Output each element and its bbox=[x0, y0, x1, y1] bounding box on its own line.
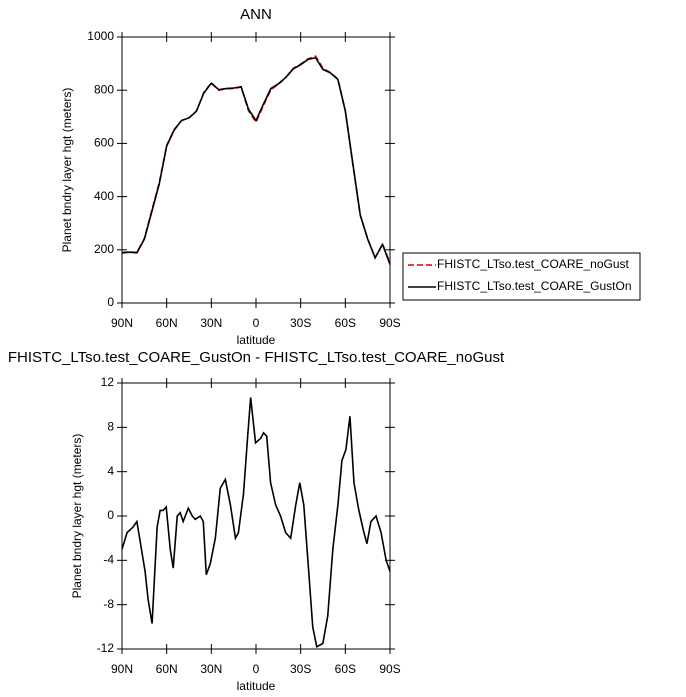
data-line bbox=[121, 55, 391, 264]
x-tick-label: 30S bbox=[290, 662, 311, 676]
x-tick-label: 90S bbox=[379, 662, 400, 676]
x-tick-label: 30N bbox=[200, 662, 222, 676]
x-tick-label: 0 bbox=[253, 662, 260, 676]
x-tick-label: 90S bbox=[379, 316, 400, 330]
plot-frame bbox=[121, 36, 391, 304]
x-tick-label: 30N bbox=[200, 316, 222, 330]
y-tick-label: 800 bbox=[94, 82, 114, 96]
x-tick-label: 30S bbox=[290, 316, 311, 330]
legend-label: FHISTC_LTso.test_COARE_noGust bbox=[437, 257, 630, 271]
y-tick-label: -4 bbox=[103, 553, 114, 567]
y-tick-label: 4 bbox=[107, 464, 114, 478]
y-tick-label: 0 bbox=[107, 295, 114, 309]
legend-label: FHISTC_LTso.test_COARE_GustOn bbox=[437, 279, 632, 293]
y-tick-label: 1000 bbox=[87, 29, 114, 43]
chart-title: ANN bbox=[240, 6, 272, 23]
y-axis-label: Planet bndry layer hgt (meters) bbox=[60, 88, 74, 253]
x-tick-label: 90N bbox=[111, 662, 133, 676]
x-axis-label: latitude bbox=[237, 333, 276, 347]
legend-box bbox=[402, 252, 641, 301]
y-tick-label: 200 bbox=[94, 242, 114, 256]
y-tick-label: 12 bbox=[101, 375, 115, 389]
plot-frame bbox=[121, 382, 391, 650]
data-line bbox=[121, 56, 391, 265]
x-tick-label: 60S bbox=[335, 662, 356, 676]
x-tick-label: 0 bbox=[253, 316, 260, 330]
x-tick-label: 60S bbox=[335, 316, 356, 330]
y-tick-label: -12 bbox=[97, 641, 115, 655]
x-axis-label: latitude bbox=[237, 679, 276, 693]
y-tick-label: 0 bbox=[107, 508, 114, 522]
y-axis-label: Planet bndry layer hgt (meters) bbox=[70, 434, 84, 599]
y-tick-label: -8 bbox=[103, 597, 114, 611]
y-tick-label: 8 bbox=[107, 420, 114, 434]
y-tick-label: 600 bbox=[94, 136, 114, 150]
data-line bbox=[121, 397, 391, 649]
x-tick-label: 60N bbox=[156, 662, 178, 676]
chart-title: FHISTC_LTso.test_COARE_GustOn - FHISTC_L… bbox=[8, 349, 505, 366]
x-tick-label: 90N bbox=[111, 316, 133, 330]
x-tick-label: 60N bbox=[156, 316, 178, 330]
y-tick-label: 400 bbox=[94, 189, 114, 203]
